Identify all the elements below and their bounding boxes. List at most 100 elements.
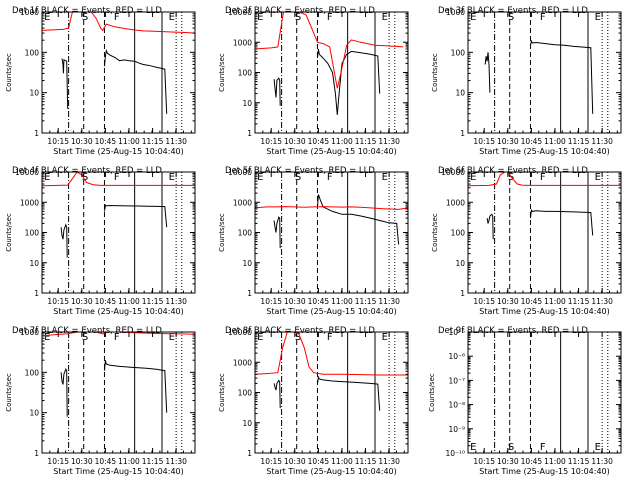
- region-letter: S: [82, 12, 88, 23]
- region-letter: F: [327, 332, 333, 343]
- x-tick-label: 11:30: [378, 297, 400, 306]
- series-events: [317, 194, 400, 245]
- x-tick-label: 10:45: [95, 457, 117, 466]
- series-events: [61, 58, 69, 109]
- y-tick-label: 100: [25, 368, 40, 377]
- series-events: [484, 52, 491, 93]
- y-tick-label: 100: [451, 229, 466, 238]
- plot-frame: [467, 331, 622, 454]
- x-tick-label: 10:45: [95, 137, 117, 146]
- y-tick-label: 100: [238, 69, 253, 78]
- y-tick-label: 10000: [228, 168, 252, 177]
- x-tick-label: 11:30: [165, 137, 187, 146]
- region-letter: S: [508, 172, 514, 183]
- region-letter: E: [382, 172, 388, 183]
- y-tick-label: 10000: [441, 168, 465, 177]
- panel-title: Det 7f BLACK = Events, RED = LLD: [12, 326, 162, 336]
- x-tick-label: 10:15: [260, 297, 282, 306]
- plot-frame: [41, 331, 196, 454]
- region-letter: S: [295, 12, 301, 23]
- series-events: [317, 375, 381, 411]
- region-letter: E: [257, 172, 263, 183]
- x-tick-label: 11:00: [331, 457, 353, 466]
- region-letter: S: [82, 332, 88, 343]
- plot-frame: [467, 171, 622, 294]
- x-tick-label: 11:15: [355, 457, 377, 466]
- y-axis-label: Counts/sec: [218, 53, 226, 92]
- x-axis-label: Start Time (25-Aug-15 10:04:40): [266, 467, 397, 476]
- x-tick-label: 10:30: [497, 297, 519, 306]
- y-tick-label: 10: [242, 99, 252, 108]
- x-tick-label: 10:30: [284, 457, 306, 466]
- x-tick-label: 10:45: [521, 457, 543, 466]
- y-axis-label: Counts/sec: [5, 53, 13, 92]
- x-tick-label: 11:15: [142, 297, 164, 306]
- series-events: [486, 213, 494, 240]
- y-tick-label: 1: [247, 449, 252, 458]
- y-tick-label: 1000: [20, 328, 39, 337]
- region-letter: E: [382, 332, 388, 343]
- x-tick-label: 11:00: [544, 457, 566, 466]
- series-events: [104, 48, 168, 114]
- y-tick-label: 10⁻⁸: [448, 401, 465, 410]
- series-lld: [254, 206, 409, 210]
- y-tick-label: 1000: [20, 8, 39, 17]
- series-events: [60, 223, 68, 258]
- x-tick-label: 10:45: [308, 297, 330, 306]
- x-axis-label: Start Time (25-Aug-15 10:04:40): [266, 147, 397, 156]
- x-tick-label: 10:15: [473, 137, 495, 146]
- y-axis-label: Counts/sec: [431, 213, 439, 252]
- panel-title: Det 6f BLACK = Events, RED = LLD: [438, 166, 588, 176]
- y-tick-label: 10000: [228, 8, 252, 17]
- x-tick-label: 11:30: [591, 457, 613, 466]
- series-lld: [41, 171, 195, 187]
- x-tick-label: 11:15: [142, 457, 164, 466]
- y-tick-label: 1: [34, 449, 39, 458]
- y-axis-label: Counts/sec: [218, 373, 226, 412]
- region-letter: S: [295, 332, 301, 343]
- x-tick-label: 10:45: [521, 137, 543, 146]
- y-axis-label: Counts/sec: [5, 373, 13, 412]
- plot-frame: [41, 11, 196, 134]
- x-tick-label: 10:30: [284, 137, 306, 146]
- y-tick-label: 10: [242, 419, 252, 428]
- x-tick-label: 11:15: [355, 137, 377, 146]
- region-letter: E: [382, 12, 388, 23]
- y-tick-label: 10: [29, 89, 39, 98]
- x-tick-label: 11:00: [118, 297, 140, 306]
- x-tick-label: 10:30: [71, 137, 93, 146]
- y-tick-label: 10: [29, 259, 39, 268]
- panel-title: Det 9f BLACK = Events, RED = LLD: [438, 326, 588, 336]
- x-tick-label: 10:30: [497, 457, 519, 466]
- y-tick-label: 1: [460, 289, 465, 298]
- x-tick-label: 10:30: [71, 297, 93, 306]
- x-axis-label: Start Time (25-Aug-15 10:04:40): [266, 307, 397, 316]
- x-tick-label: 11:30: [591, 297, 613, 306]
- y-tick-label: 100: [25, 48, 40, 57]
- x-tick-label: 10:15: [260, 457, 282, 466]
- x-axis-label: Start Time (25-Aug-15 10:04:40): [479, 307, 610, 316]
- region-letter: E: [169, 12, 175, 23]
- y-tick-label: 10: [455, 89, 465, 98]
- y-tick-label: 1: [34, 129, 39, 138]
- x-axis-label: Start Time (25-Aug-15 10:04:40): [53, 307, 184, 316]
- series-events: [530, 208, 594, 236]
- y-tick-label: 10000: [228, 328, 252, 337]
- region-letter: E: [470, 172, 476, 183]
- series-lld: [41, 331, 196, 337]
- region-letter: F: [327, 12, 333, 23]
- region-letter: E: [169, 332, 175, 343]
- y-tick-label: 10: [242, 259, 252, 268]
- x-axis-label: Start Time (25-Aug-15 10:04:40): [479, 147, 610, 156]
- y-tick-label: 10⁻⁹: [448, 425, 465, 434]
- x-tick-label: 11:15: [568, 137, 590, 146]
- x-tick-label: 10:30: [71, 457, 93, 466]
- region-letter: E: [257, 332, 263, 343]
- region-letter: F: [114, 12, 120, 23]
- y-tick-label: 10⁻⁶: [448, 352, 465, 361]
